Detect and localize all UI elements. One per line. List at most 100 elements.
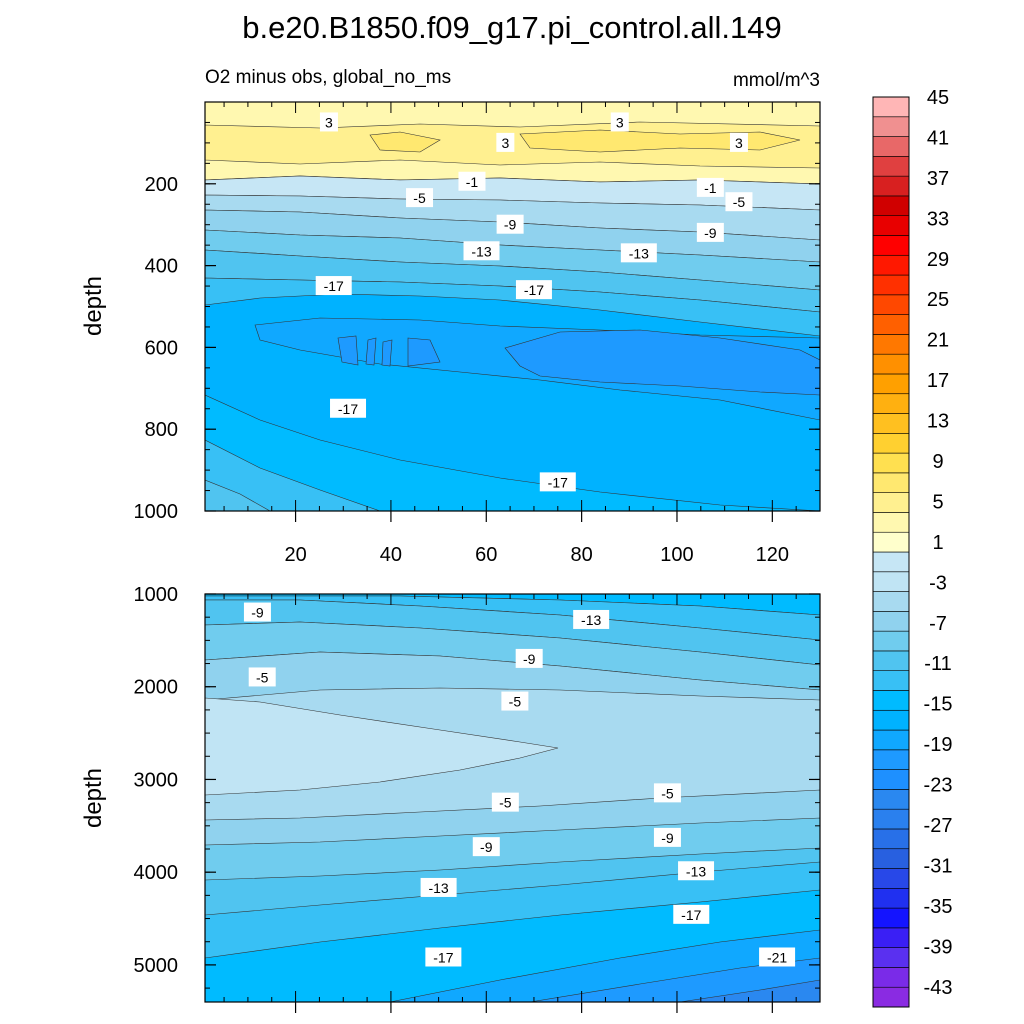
upper-x-tick-label: 100 bbox=[660, 544, 693, 566]
colorbar-tick-label: -31 bbox=[924, 855, 953, 877]
colorbar-swatch bbox=[872, 729, 910, 751]
colorbar-swatch bbox=[872, 96, 910, 118]
subtitle-left: O2 minus obs, global_no_ms bbox=[205, 67, 451, 88]
lower-contour-label: -17 bbox=[673, 904, 710, 924]
svg-text:-13: -13 bbox=[629, 245, 649, 261]
upper-contour-label: -17 bbox=[515, 280, 552, 300]
lower-y-tick-label: 5000 bbox=[134, 955, 179, 977]
upper-contour-label: 3 bbox=[319, 112, 338, 132]
colorbar-tick-label: -35 bbox=[924, 896, 953, 918]
colorbar-swatch bbox=[872, 690, 910, 711]
colorbar-tick-label: -11 bbox=[924, 653, 951, 675]
upper-band-neg-19b bbox=[337, 335, 441, 367]
svg-text:-9: -9 bbox=[523, 651, 536, 667]
upper-panel: 200 400 600 800 1000 20 40 60 80 100 120 3 3 3 3 -1 -1… bbox=[80, 101, 821, 566]
svg-text:-9: -9 bbox=[480, 839, 493, 855]
svg-text:-17: -17 bbox=[338, 401, 358, 417]
lower-contour-label: -9 bbox=[653, 827, 681, 847]
colorbar-swatch bbox=[872, 136, 910, 157]
upper-contour-fills bbox=[205, 102, 820, 511]
lower-contour-label: -5 bbox=[653, 783, 681, 803]
upper-contour-label: -9 bbox=[496, 214, 524, 234]
lower-contour-label: -5 bbox=[491, 792, 519, 812]
svg-text:-1: -1 bbox=[466, 174, 479, 190]
colorbar-tick-label: -39 bbox=[924, 936, 953, 958]
upper-x-tick-label: 120 bbox=[756, 544, 789, 566]
svg-text:-17: -17 bbox=[324, 278, 344, 294]
lower-band-deep-neg-21 bbox=[679, 979, 820, 1002]
colorbar-swatch bbox=[872, 967, 910, 988]
colorbar-tick-label: 5 bbox=[932, 491, 943, 513]
upper-contour-label: 3 bbox=[610, 112, 629, 132]
upper-x-axis: 20 40 60 80 100 120 bbox=[223, 102, 797, 566]
colorbar-tick-label: -27 bbox=[924, 815, 953, 837]
lower-contour-label: -9 bbox=[243, 602, 271, 622]
upper-x-tick-label: 80 bbox=[571, 544, 593, 566]
svg-text:-9: -9 bbox=[661, 830, 674, 846]
upper-y-tick-label: 400 bbox=[145, 256, 178, 278]
colorbar-swatch bbox=[872, 709, 910, 731]
colorbar-swatch bbox=[872, 611, 910, 632]
subtitle-units: mmol/m^3 bbox=[733, 70, 820, 91]
lower-plot-frame bbox=[204, 593, 821, 1003]
colorbar-frame bbox=[872, 96, 910, 1008]
chart-title: b.e20.B1850.f09_g17.pi_control.all.149 bbox=[242, 10, 782, 45]
lower-contour-labels: -9 -13 -5 -9 -5 -5 -5 -9 -9 -13 -13 -17 -17 -21 bbox=[243, 602, 796, 967]
svg-text:-13: -13 bbox=[686, 863, 706, 879]
colorbar-swatch bbox=[872, 749, 910, 770]
colorbar-swatch bbox=[872, 630, 910, 652]
svg-text:-5: -5 bbox=[413, 190, 426, 206]
svg-text:-9: -9 bbox=[704, 225, 717, 241]
colorbar-swatch bbox=[872, 175, 910, 197]
colorbar-tick-label: -3 bbox=[929, 572, 947, 594]
svg-text:3: 3 bbox=[735, 135, 743, 151]
lower-contour-label: -9 bbox=[472, 837, 500, 857]
colorbar-swatch bbox=[872, 907, 910, 929]
colorbar-tick-label: 45 bbox=[927, 87, 949, 109]
lower-y-tick-label: 1000 bbox=[134, 584, 179, 606]
svg-text:-13: -13 bbox=[471, 243, 491, 259]
svg-text:-9: -9 bbox=[504, 217, 517, 233]
colorbar-tick-label: 17 bbox=[927, 370, 949, 392]
colorbar-swatch bbox=[872, 571, 910, 592]
colorbar-tick-label: 29 bbox=[927, 249, 949, 271]
colorbar-swatch bbox=[872, 789, 910, 810]
upper-y-tick-label: 600 bbox=[145, 337, 178, 359]
upper-band-neg-13-low bbox=[205, 439, 381, 511]
upper-band-neg-11-low bbox=[205, 479, 271, 511]
lower-band-top-neg-7 bbox=[205, 651, 820, 701]
svg-text:-17: -17 bbox=[548, 474, 568, 490]
colorbar-swatch bbox=[872, 314, 910, 335]
colorbar-swatch bbox=[872, 551, 910, 573]
upper-band-neg-19 bbox=[504, 329, 820, 396]
svg-text:-17: -17 bbox=[524, 282, 544, 298]
colorbar: 45 41 37 33 29 25 21 17 13 9 5 1 -3 -7 -11 -15 -19 -23 -27… bbox=[872, 87, 953, 1008]
upper-contour-label: -17 bbox=[330, 398, 367, 418]
upper-contour-label: -13 bbox=[620, 243, 657, 263]
svg-text:3: 3 bbox=[501, 135, 509, 151]
svg-text:3: 3 bbox=[325, 114, 333, 130]
colorbar-tick-label: 25 bbox=[927, 289, 949, 311]
colorbar-tick-label: 37 bbox=[927, 168, 949, 190]
svg-text:-13: -13 bbox=[428, 880, 448, 896]
lower-contour-label: -13 bbox=[678, 861, 715, 881]
upper-contour-label: -5 bbox=[406, 188, 434, 208]
upper-contour-label: -5 bbox=[725, 192, 753, 212]
svg-text:-5: -5 bbox=[733, 194, 746, 210]
colorbar-swatch bbox=[872, 433, 910, 454]
svg-text:-17: -17 bbox=[433, 949, 453, 965]
colorbar-swatch bbox=[872, 650, 910, 671]
colorbar-tick-label: -19 bbox=[924, 734, 953, 756]
upper-contour-label: 3 bbox=[729, 132, 748, 152]
colorbar-tick-label: -15 bbox=[924, 694, 953, 716]
upper-contour-label: -1 bbox=[458, 171, 486, 191]
lower-contour-label: -21 bbox=[759, 947, 796, 967]
colorbar-tick-label: 21 bbox=[927, 330, 949, 352]
colorbar-swatch bbox=[872, 334, 910, 355]
colorbar-tick-label: 41 bbox=[927, 127, 949, 149]
upper-contour-label: -17 bbox=[315, 276, 352, 296]
upper-y-tick-label: 800 bbox=[145, 419, 178, 441]
upper-band-neg-13 bbox=[205, 277, 820, 337]
